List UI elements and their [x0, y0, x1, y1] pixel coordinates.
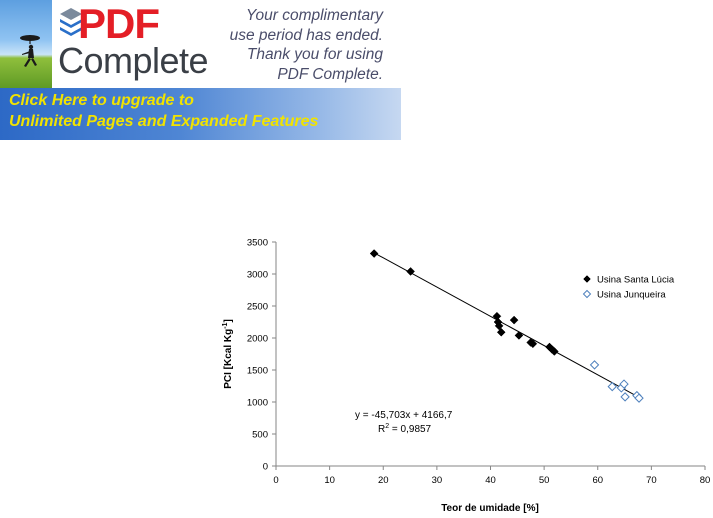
brand-pdf: PDF [78, 0, 160, 47]
upgrade-link[interactable]: Click Here to upgrade to Unlimited Pages… [0, 88, 401, 140]
data-point-series-1 [406, 267, 415, 276]
y-axis-title: PCI [Kcal Kg-1] [222, 319, 234, 389]
data-point-series-2 [620, 392, 630, 402]
x-tick-label: 20 [378, 475, 389, 486]
x-tick-label: 70 [646, 475, 657, 486]
jumping-person-icon [20, 35, 40, 67]
data-point-series-2 [634, 393, 644, 403]
y-tick-label: 1500 [247, 366, 268, 377]
banner-message-line: Thank you for using [246, 46, 383, 63]
legend: Usina Santa Lúcia Usina Junqueira [582, 275, 675, 301]
y-tick-label: 2500 [247, 302, 268, 313]
trendline-equation: y = -45,703x + 4166,7 [355, 410, 453, 421]
legend-marker-series-1 [583, 275, 591, 283]
data-point-series-1 [528, 339, 538, 349]
y-axis-title-main: PCI [Kcal Kg [223, 329, 234, 389]
r-squared-superscript: 2 [385, 423, 389, 430]
y-tick-label: 2000 [247, 334, 268, 345]
x-tick-label: 0 [273, 475, 278, 486]
data-point-series-1 [369, 249, 379, 258]
banner-message-line: PDF Complete. [277, 65, 383, 83]
upgrade-text-line1[interactable]: Click Here to upgrade to [9, 92, 194, 109]
data-point-series-2 [607, 381, 617, 392]
data-points [369, 249, 644, 403]
y-tick-label: 3000 [247, 270, 268, 281]
banner-message-line: Your complimentary [246, 7, 383, 24]
legend-label-series-1: Usina Santa Lúcia [597, 275, 675, 286]
axes: 0 500 1000 1500 2000 2500 3000 3500 0 10 20 30 40 50 6… [247, 238, 710, 487]
y-axis-title-sup: -1 [222, 322, 229, 328]
banner-message: Your complimentary use period has ended.… [230, 6, 383, 84]
y-axis-title-end: ] [223, 319, 234, 322]
banner-message-line: use period has ended. [229, 26, 383, 44]
legend-marker-series-2 [582, 289, 592, 299]
x-tick-label: 40 [485, 475, 496, 486]
r-squared-value: = 0,9857 [389, 424, 431, 435]
x-tick-label: 30 [432, 475, 443, 486]
data-point-series-1 [514, 331, 524, 340]
x-tick-label: 50 [539, 475, 550, 486]
banner-photo [0, 0, 52, 88]
data-point-series-1 [549, 347, 559, 356]
upgrade-banner[interactable]: PDF Complete Your complimentary use peri… [0, 0, 401, 140]
data-point-series-1 [509, 315, 519, 325]
data-point-series-1 [494, 321, 504, 331]
trendline [373, 252, 640, 398]
plot-area [373, 252, 640, 398]
y-tick-label: 3500 [247, 238, 268, 249]
x-tick-label: 80 [700, 475, 711, 486]
r-squared-prefix: R [378, 424, 385, 435]
r-squared-label: R2 = 0,9857 [378, 423, 432, 435]
brand-complete: Complete [58, 40, 209, 81]
y-tick-label: 1000 [247, 398, 268, 409]
data-point-series-2 [589, 360, 600, 370]
layers-icon [60, 8, 82, 36]
data-point-series-2 [619, 379, 629, 389]
annotations: y = -45,703x + 4166,7 R2 = 0,9857 [355, 410, 453, 435]
legend-label-series-2: Usina Junqueira [597, 290, 666, 301]
y-tick-label: 500 [252, 430, 268, 441]
banner-message-area: Your complimentary use period has ended.… [222, 0, 401, 88]
x-tick-label: 10 [324, 475, 335, 486]
data-point-series-1 [496, 327, 506, 337]
x-tick-label: 60 [592, 475, 603, 486]
y-tick-label: 0 [263, 462, 268, 473]
pdf-complete-logo: PDF Complete [52, 0, 222, 88]
x-axis-title: Teor de umidade [%] [441, 503, 539, 514]
upgrade-text-line2[interactable]: Unlimited Pages and Expanded Features [9, 113, 319, 130]
